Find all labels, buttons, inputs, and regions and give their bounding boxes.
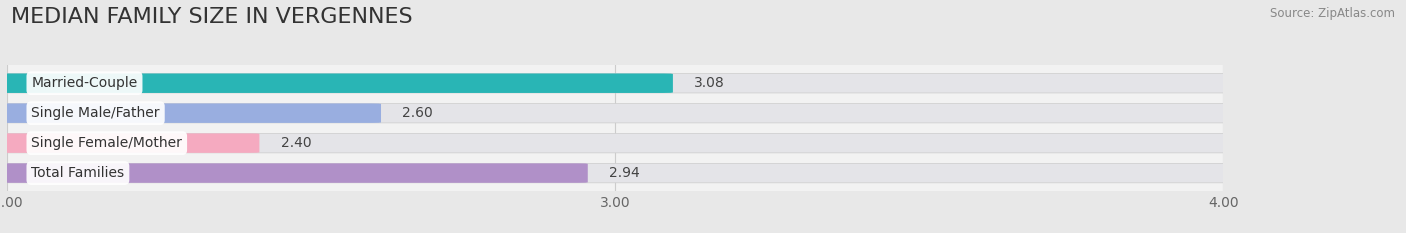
FancyBboxPatch shape (0, 103, 381, 123)
Text: Total Families: Total Families (31, 166, 125, 180)
Text: 2.40: 2.40 (281, 136, 311, 150)
Text: Single Female/Mother: Single Female/Mother (31, 136, 183, 150)
Text: Single Male/Father: Single Male/Father (31, 106, 160, 120)
Text: 2.94: 2.94 (609, 166, 640, 180)
Text: 2.60: 2.60 (402, 106, 433, 120)
FancyBboxPatch shape (0, 73, 673, 93)
FancyBboxPatch shape (0, 163, 1232, 183)
FancyBboxPatch shape (0, 133, 259, 153)
FancyBboxPatch shape (0, 73, 1232, 93)
Text: 3.08: 3.08 (695, 76, 725, 90)
Text: Married-Couple: Married-Couple (31, 76, 138, 90)
FancyBboxPatch shape (0, 133, 1232, 153)
Text: MEDIAN FAMILY SIZE IN VERGENNES: MEDIAN FAMILY SIZE IN VERGENNES (11, 7, 413, 27)
FancyBboxPatch shape (0, 103, 1232, 123)
Text: Source: ZipAtlas.com: Source: ZipAtlas.com (1270, 7, 1395, 20)
FancyBboxPatch shape (0, 163, 588, 183)
